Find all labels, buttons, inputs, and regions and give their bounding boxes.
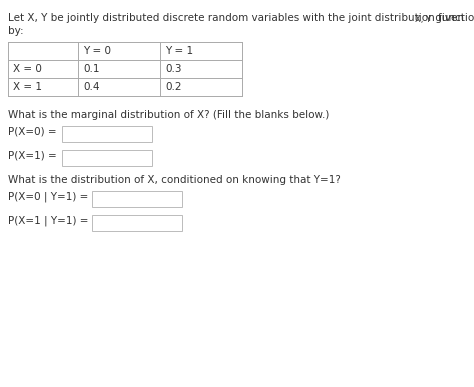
Text: 0.2: 0.2 (165, 82, 182, 92)
Bar (92, 215, 182, 231)
Text: X = 1: X = 1 (13, 82, 42, 92)
Bar (62, 126, 152, 142)
Text: What is the marginal distribution of X? (Fill the blanks below.): What is the marginal distribution of X? … (8, 110, 329, 120)
Text: 0.4: 0.4 (83, 82, 100, 92)
Text: X, Y: X, Y (415, 15, 431, 24)
Text: Let X, Y be jointly distributed discrete random variables with the joint distrib: Let X, Y be jointly distributed discrete… (8, 13, 474, 23)
Text: by:: by: (8, 26, 24, 36)
Text: Y = 1: Y = 1 (165, 46, 193, 56)
Text: X = 0: X = 0 (13, 64, 42, 74)
Bar (92, 191, 182, 207)
Text: given: given (432, 13, 464, 23)
Text: 0.3: 0.3 (165, 64, 182, 74)
Text: 0.1: 0.1 (83, 64, 100, 74)
Text: P(X=0 | Y=1) =: P(X=0 | Y=1) = (8, 192, 88, 202)
Text: P(X=1) =: P(X=1) = (8, 151, 57, 161)
Text: Y = 0: Y = 0 (83, 46, 111, 56)
Text: What is the distribution of X, conditioned on knowing that Y=1?: What is the distribution of X, condition… (8, 175, 341, 185)
Text: P(X=1 | Y=1) =: P(X=1 | Y=1) = (8, 216, 89, 226)
Text: P(X=0) =: P(X=0) = (8, 127, 56, 137)
Bar (62, 150, 152, 166)
